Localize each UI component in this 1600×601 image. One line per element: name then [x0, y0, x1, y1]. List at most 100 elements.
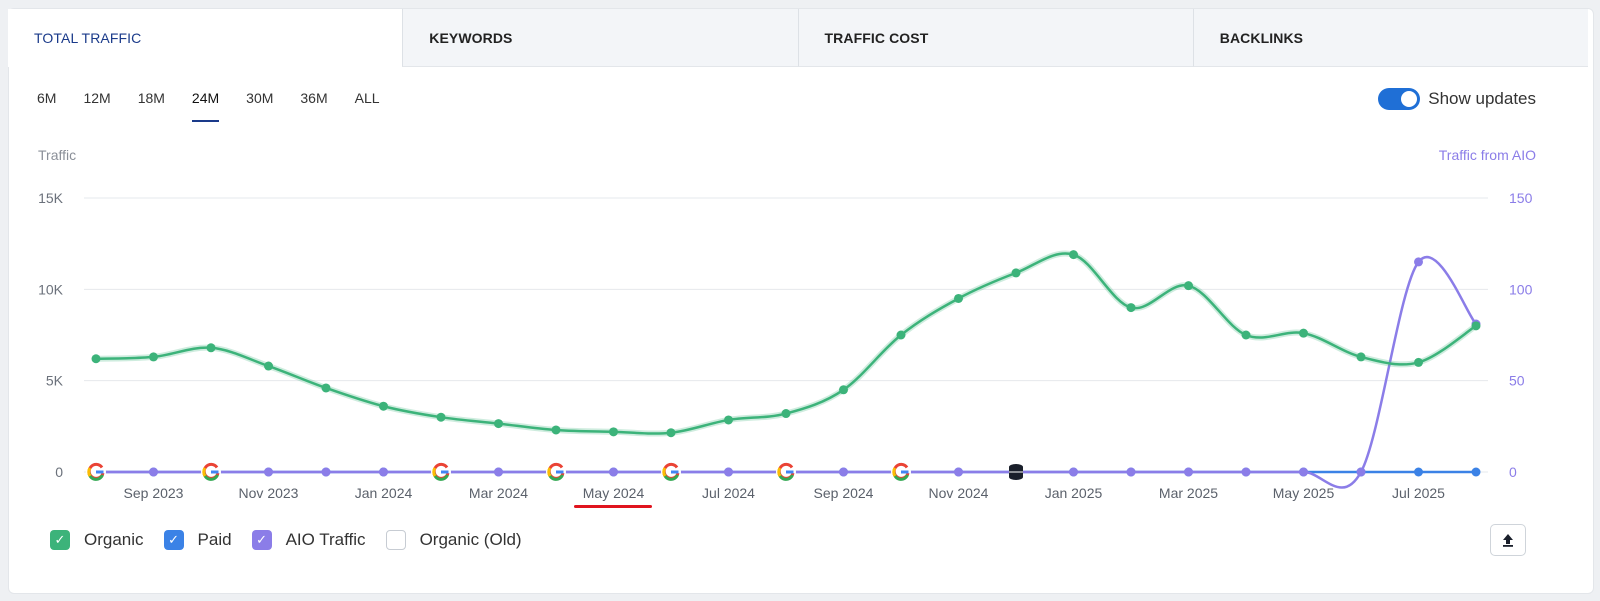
x-tick-label: Nov 2024 — [929, 485, 989, 501]
x-tick-label: May 2024 — [583, 485, 645, 501]
aio-traffic-point — [954, 467, 963, 477]
legend-label: Organic — [84, 530, 144, 549]
toggle-knob — [1401, 91, 1418, 107]
checkbox-checked-icon[interactable]: ✓ — [251, 530, 272, 550]
organic-point — [1414, 357, 1423, 367]
y-tick-label-left: 5K — [46, 373, 64, 389]
organic-point — [1011, 268, 1021, 278]
y-tick-label-right: 0 — [1509, 464, 1517, 480]
y-tick-label-right: 50 — [1509, 373, 1525, 389]
organic-point — [666, 428, 676, 438]
legend-paid[interactable]: ✓ Paid — [163, 530, 232, 550]
tab-backlinks[interactable]: BACKLINKS — [1192, 9, 1588, 67]
tab-total-traffic[interactable]: TOTAL TRAFFIC — [8, 9, 403, 67]
x-tick-label: Mar 2024 — [469, 485, 528, 501]
organic-point — [896, 330, 906, 340]
organic-point — [1471, 321, 1481, 331]
show-updates-toggle[interactable]: Show updates — [1378, 88, 1536, 110]
checkbox-checked-icon[interactable]: ✓ — [50, 530, 70, 550]
toggle-switch[interactable] — [1378, 88, 1421, 110]
y-tick-label-left: 10K — [38, 281, 64, 297]
paid-point — [1414, 467, 1423, 477]
y-tick-label-right: 150 — [1509, 190, 1533, 206]
x-tick-label: Sep 2024 — [814, 485, 874, 501]
tab-keywords[interactable]: KEYWORDS — [402, 9, 798, 67]
x-tick-label: Nov 2023 — [239, 485, 299, 501]
y-tick-label-left: 15K — [38, 190, 64, 206]
period-12m[interactable]: 12M — [83, 90, 111, 106]
organic-point — [1184, 281, 1193, 291]
organic-point — [839, 385, 848, 395]
paid-point — [1471, 467, 1481, 477]
y-tick-label-right: 100 — [1509, 281, 1533, 297]
traffic-card — [8, 8, 1594, 594]
aio-traffic-point — [1184, 467, 1193, 477]
highlight-underline — [574, 505, 652, 508]
google-update-icon — [87, 467, 92, 477]
legend-label: AIO Traffic — [285, 530, 366, 549]
organic-point — [379, 401, 388, 411]
organic-point — [724, 415, 733, 425]
organic-point — [436, 412, 446, 422]
period-all[interactable]: ALL — [354, 90, 380, 106]
aio-traffic-point — [264, 467, 273, 477]
period-36m[interactable]: 36M — [300, 90, 328, 106]
aio-traffic-point — [1299, 467, 1308, 477]
period-18m[interactable]: 18M — [137, 90, 165, 106]
organic-point — [264, 361, 273, 371]
legend-organic[interactable]: ✓ Organic — [50, 530, 144, 550]
aio-traffic-point — [321, 467, 331, 477]
x-tick-label: Jul 2024 — [702, 485, 755, 501]
aio-traffic-point — [609, 467, 618, 477]
aio-traffic-point — [839, 467, 848, 477]
organic-point — [1126, 303, 1136, 313]
legend-aio-traffic[interactable]: ✓ AIO Traffic — [251, 530, 366, 550]
export-button[interactable] — [1490, 524, 1526, 556]
metric-tabs: TOTAL TRAFFIC KEYWORDS TRAFFIC COST BACK… — [8, 9, 1588, 67]
google-update-icon — [777, 467, 782, 477]
x-tick-label: Jan 2025 — [1045, 485, 1103, 501]
organic-point — [1241, 330, 1251, 340]
database-update-icon — [1009, 474, 1023, 480]
period-6m[interactable]: 6M — [37, 90, 57, 106]
organic-point — [206, 343, 216, 353]
tab-traffic-cost[interactable]: TRAFFIC COST — [797, 9, 1193, 67]
y-tick-label-left: 0 — [55, 464, 63, 480]
organic-point — [781, 409, 791, 419]
x-tick-label: May 2025 — [1273, 485, 1335, 501]
aio-traffic-point — [1356, 467, 1366, 477]
aio-traffic-point — [1414, 257, 1423, 267]
left-axis-title: Traffic — [38, 147, 77, 163]
right-axis-title: Traffic from AIO — [1438, 147, 1536, 163]
aio-traffic-point — [1069, 467, 1078, 477]
organic-point — [1069, 250, 1078, 260]
legend-organic-old[interactable]: Organic (Old) — [385, 530, 522, 550]
organic-point — [149, 352, 158, 362]
period-30m[interactable]: 30M — [246, 90, 274, 106]
upload-icon — [1503, 534, 1513, 547]
google-update-icon — [892, 467, 897, 477]
google-update-icon — [202, 467, 207, 477]
period-24m[interactable]: 24M — [191, 90, 220, 124]
google-update-icon — [547, 467, 552, 477]
checkbox-checked-icon[interactable]: ✓ — [163, 530, 184, 550]
organic-point — [1299, 328, 1308, 338]
organic-point — [91, 354, 101, 364]
x-tick-label: Mar 2025 — [1159, 485, 1218, 501]
aio-traffic-point — [1241, 467, 1251, 477]
organic-line-shadow — [95, 250, 1478, 437]
legend-label: Organic (Old) — [419, 530, 522, 549]
google-update-icon — [432, 467, 437, 477]
organic-line — [95, 252, 1477, 435]
legend-label: Paid — [197, 530, 232, 549]
checkbox-unchecked-icon[interactable] — [385, 530, 406, 550]
organic-point — [321, 383, 331, 393]
aio-traffic-point — [1126, 467, 1136, 477]
aio-traffic-point — [494, 467, 503, 477]
x-tick-label: Jan 2024 — [355, 485, 413, 501]
organic-point — [954, 293, 963, 303]
x-tick-label: Sep 2023 — [124, 485, 184, 501]
google-update-icon — [662, 467, 667, 477]
organic-point — [494, 419, 503, 429]
